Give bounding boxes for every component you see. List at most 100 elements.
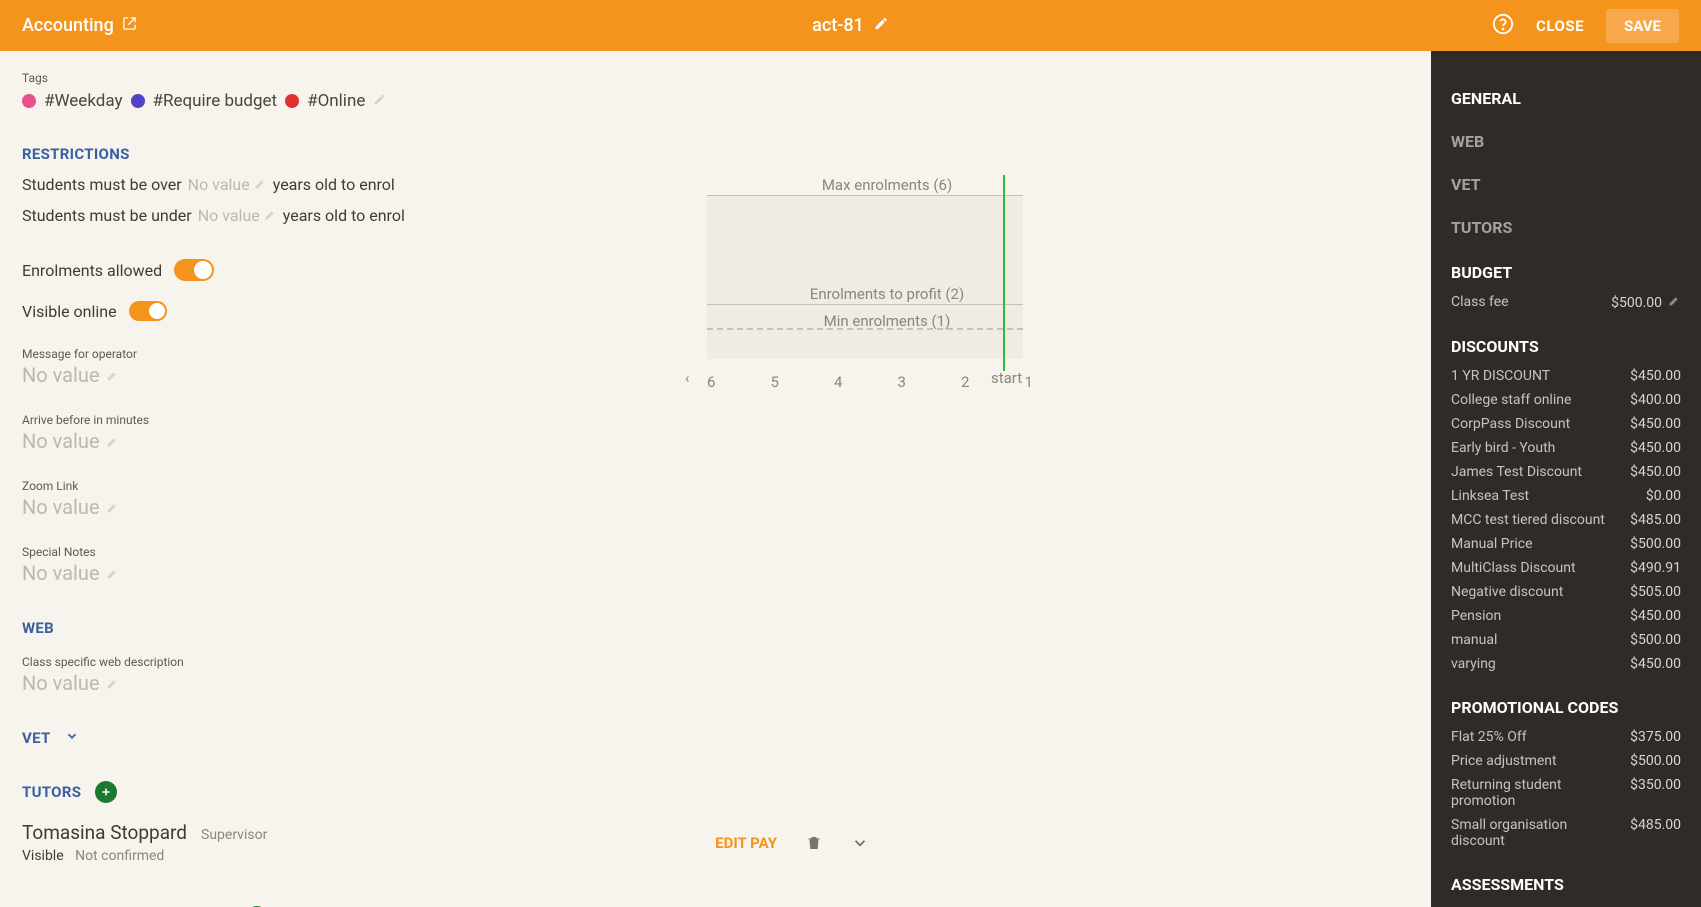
discount-row[interactable]: Linksea Test $0.00 (1451, 484, 1681, 508)
promo-row[interactable]: Small organisation discount$485.00 (1451, 813, 1681, 853)
discount-row[interactable]: 1 YR DISCOUNT $450.00 (1451, 364, 1681, 388)
discount-label: varying (1451, 656, 1496, 672)
tag-dot-weekday (22, 94, 36, 108)
discount-label: manual (1451, 632, 1497, 648)
pencil-icon (106, 561, 119, 585)
pencil-icon (106, 429, 119, 453)
help-icon[interactable] (1492, 13, 1514, 39)
sidebar-item-tutors[interactable]: TUTORS (1451, 206, 1681, 249)
sidebar-class-fee-label: Class fee (1451, 294, 1509, 311)
age-under-value[interactable]: No value (198, 206, 277, 225)
doc-title-wrap: act-81 (812, 15, 889, 36)
sidebar-promos-heading[interactable]: PROMOTIONAL CODES (1451, 676, 1681, 725)
promo-value: $375.00 (1630, 729, 1681, 745)
discount-row[interactable]: Early bird - Youth$450.00 (1451, 436, 1681, 460)
pencil-icon (106, 671, 119, 695)
edit-pay-button[interactable]: EDIT PAY (715, 834, 777, 852)
open-external-icon[interactable] (122, 15, 137, 36)
enrolments-allowed-label: Enrolments allowed (22, 261, 162, 280)
discount-row[interactable]: Negative discount$505.00 (1451, 580, 1681, 604)
tag-text: #Require budget (153, 91, 278, 111)
tutors-heading-row: TUTORS (22, 781, 1409, 803)
promo-value: $500.00 (1630, 753, 1681, 769)
discount-value: $500.00 (1630, 632, 1681, 648)
tags-row[interactable]: #Weekday #Require budget #Online (22, 91, 1409, 111)
expand-tutor-button[interactable] (851, 834, 869, 852)
arrive-before-value[interactable]: No value (22, 429, 1409, 453)
save-button[interactable]: SAVE (1606, 9, 1679, 43)
pencil-icon[interactable] (1668, 294, 1681, 311)
add-tutor-button[interactable] (95, 781, 117, 803)
special-notes-value[interactable]: No value (22, 561, 1409, 585)
discount-row[interactable]: Manual Price$500.00 (1451, 532, 1681, 556)
discount-row[interactable]: College staff online$400.00 (1451, 388, 1681, 412)
discount-row[interactable]: MultiClass Discount$490.91 (1451, 556, 1681, 580)
discount-row[interactable]: manual $500.00 (1451, 628, 1681, 652)
discount-row[interactable]: varying$450.00 (1451, 652, 1681, 676)
zoom-link-label: Zoom Link (22, 479, 1409, 493)
sidebar-item-general[interactable]: GENERAL (1451, 77, 1681, 120)
xtick: 1 (1025, 373, 1033, 391)
chart-profit-line: Enrolments to profit (2) (707, 304, 1023, 305)
top-bar: Accounting act-81 CLOSE SAVE (0, 0, 1701, 51)
age-over-prefix: Students must be over (22, 175, 182, 194)
visible-online-label: Visible online (22, 302, 117, 321)
sidebar-item-web[interactable]: WEB (1451, 120, 1681, 163)
chart-min-line: Min enrolments (1) (707, 328, 1023, 330)
tutor-confirm: Not confirmed (75, 848, 164, 864)
xtick: 6 (707, 373, 715, 391)
discount-label: 1 YR DISCOUNT (1451, 368, 1550, 384)
discount-value: $400.00 (1630, 392, 1681, 408)
sidebar-budget-heading[interactable]: BUDGET (1451, 249, 1681, 290)
xtick: 5 (771, 373, 779, 391)
sidebar-promos-list: Flat 25% Off $375.00 Price adjustment$500… (1451, 725, 1681, 853)
web-desc-label: Class specific web description (22, 655, 1409, 669)
novalue-text: No value (22, 561, 100, 585)
novalue-text: No value (22, 363, 100, 387)
vet-heading-row[interactable]: VET (22, 729, 1409, 747)
promo-row[interactable]: Price adjustment$500.00 (1451, 749, 1681, 773)
visible-online-toggle[interactable] (129, 301, 167, 321)
age-over-value[interactable]: No value (188, 175, 267, 194)
pencil-icon (106, 495, 119, 519)
promo-row[interactable]: Flat 25% Off $375.00 (1451, 725, 1681, 749)
sidebar-class-fee-row[interactable]: Class fee $500.00 (1451, 290, 1681, 315)
edit-tags-icon[interactable] (373, 91, 386, 111)
discount-row[interactable]: Pension$450.00 (1451, 604, 1681, 628)
discount-value: $450.00 (1630, 440, 1681, 456)
promo-label: Flat 25% Off (1451, 729, 1527, 745)
sidebar-discounts-heading[interactable]: DISCOUNTS (1451, 315, 1681, 364)
sidebar-class-fee-value: $500.00 (1611, 294, 1681, 311)
sidebar: GENERAL WEB VET TUTORS BUDGET Class fee … (1431, 51, 1701, 907)
discount-row[interactable]: MCC test tiered discount$485.00 (1451, 508, 1681, 532)
discount-value: $450.00 (1630, 368, 1681, 384)
promo-row[interactable]: Returning student promotion$350.00 (1451, 773, 1681, 813)
age-under-prefix: Students must be under (22, 206, 192, 225)
sidebar-item-vet[interactable]: VET (1451, 163, 1681, 206)
pencil-icon (254, 175, 267, 194)
sidebar-assessments-heading[interactable]: ASSESSMENTS (1451, 853, 1681, 902)
zoom-link-value[interactable]: No value (22, 495, 1409, 519)
discount-label: Linksea Test (1451, 488, 1529, 504)
discount-value: $450.00 (1630, 416, 1681, 432)
enrolment-chart: ‹ Max enrolments (6) Enrolments to profi… (685, 151, 1125, 411)
enrolments-allowed-toggle[interactable] (174, 259, 214, 281)
close-button[interactable]: CLOSE (1536, 17, 1584, 35)
discount-value: $500.00 (1630, 536, 1681, 552)
web-desc-block: Class specific web description No value (22, 655, 1409, 695)
discount-row[interactable]: James Test Discount$450.00 (1451, 460, 1681, 484)
discount-value: $0.00 (1646, 488, 1681, 504)
novalue-text: No value (22, 495, 100, 519)
web-desc-value[interactable]: No value (22, 671, 1409, 695)
topbar-actions: CLOSE SAVE (1492, 9, 1679, 43)
delete-tutor-button[interactable] (805, 834, 823, 852)
tutors-heading: TUTORS (22, 783, 81, 801)
edit-title-icon[interactable] (874, 15, 889, 36)
xtick: 2 (961, 373, 969, 391)
novalue-text: No value (22, 671, 100, 695)
discount-row[interactable]: CorpPass Discount $450.00 (1451, 412, 1681, 436)
discount-label: Pension (1451, 608, 1501, 624)
discount-label: CorpPass Discount (1451, 416, 1570, 432)
sidebar-discounts-list: 1 YR DISCOUNT $450.00 College staff onlin… (1451, 364, 1681, 676)
xtick: 4 (834, 373, 842, 391)
